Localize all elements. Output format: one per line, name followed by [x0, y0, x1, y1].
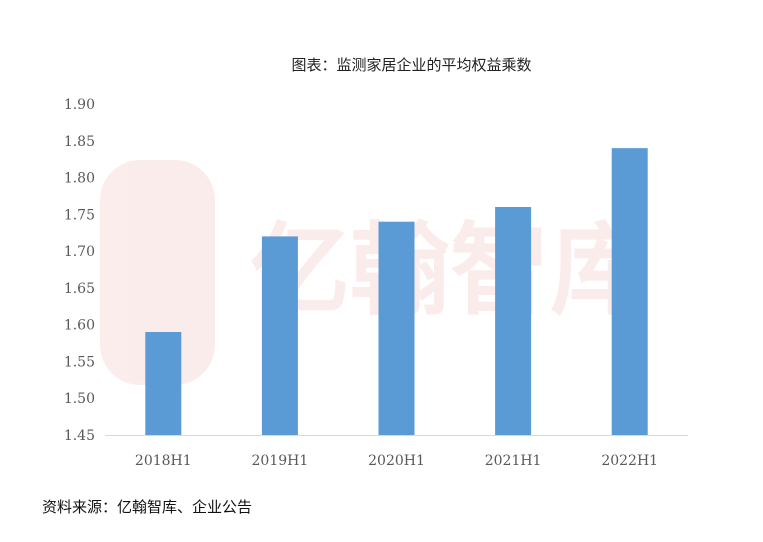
y-tick-label: 1.85: [64, 134, 95, 150]
y-tick-label: 1.50: [64, 391, 95, 407]
y-tick-label: 1.75: [64, 207, 95, 223]
x-tick-label: 2020H1: [368, 453, 425, 469]
source-note: 资料来源：亿翰智库、企业公告: [42, 498, 253, 516]
y-tick-label: 1.60: [64, 318, 95, 334]
x-tick-label: 2019H1: [252, 453, 309, 469]
x-tick-label: 2021H1: [485, 453, 542, 469]
y-tick-label: 1.70: [64, 244, 95, 260]
bar-2022H1: [611, 148, 648, 435]
bar-2021H1: [495, 206, 532, 435]
y-tick-label: 1.45: [64, 428, 95, 444]
y-tick-label: 1.65: [64, 281, 95, 297]
bar-2019H1: [261, 236, 298, 435]
y-tick-label: 1.90: [64, 97, 95, 113]
x-tick-label: 2022H1: [601, 453, 658, 469]
bar-2018H1: [145, 332, 182, 435]
bar-2020H1: [378, 221, 415, 435]
watermark-logo: 亿翰智库: [100, 160, 650, 385]
y-tick-label: 1.80: [64, 171, 95, 187]
svg-text:亿翰智库: 亿翰智库: [250, 212, 650, 329]
x-tick-label: 2018H1: [135, 453, 192, 469]
chart-title: 图表：监测家居企业的平均权益乘数: [291, 56, 532, 74]
y-tick-label: 1.55: [64, 354, 95, 370]
